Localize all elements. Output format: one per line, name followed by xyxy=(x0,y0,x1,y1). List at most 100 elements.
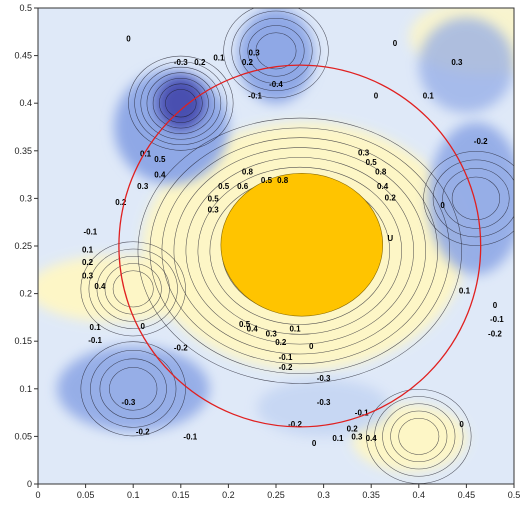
isoline-1-6 xyxy=(158,83,203,123)
contour-label: -0.1 xyxy=(83,228,97,237)
y-tick-label: 0.4 xyxy=(19,98,32,108)
contour-label: 0.3 xyxy=(266,329,278,338)
field-blob-8 xyxy=(256,379,391,437)
contour-label: 0.4 xyxy=(377,182,389,191)
contour-label: 0.3 xyxy=(351,432,363,441)
contour-label: -0.2 xyxy=(136,427,150,436)
contour-label: 0.2 xyxy=(242,58,254,67)
contour-label: 0.5 xyxy=(154,155,166,164)
contour-label: 0.1 xyxy=(289,325,301,334)
contour-label: 0.8 xyxy=(375,168,387,177)
contour-label: 0.5 xyxy=(218,182,230,191)
y-tick-label: 0.1 xyxy=(19,384,32,394)
isoline-4-3 xyxy=(382,403,456,470)
contour-label: 0 xyxy=(440,201,445,210)
contour-label: 0.1 xyxy=(459,287,471,296)
isoline-2-1 xyxy=(223,8,329,99)
contour-label: -0.2 xyxy=(288,420,302,429)
isoline-4-4 xyxy=(390,410,448,463)
field-blob-6 xyxy=(57,345,210,432)
x-tick-label: 0.25 xyxy=(267,490,285,500)
contour-label: 0.8 xyxy=(277,176,289,185)
contour-label: 0.2 xyxy=(82,258,94,267)
contour-label: -0.3 xyxy=(174,58,188,67)
contour-label: 0.5 xyxy=(239,320,251,329)
isoline-6-1 xyxy=(423,151,514,246)
contour-lines xyxy=(80,8,514,484)
isoline-3-4 xyxy=(104,263,162,315)
y-tick-label: 0.15 xyxy=(14,336,32,346)
y-tick-label: 0.25 xyxy=(14,241,32,251)
x-tick-label: 0 xyxy=(35,490,40,500)
contour-label: U xyxy=(387,234,393,243)
isoline-6-2 xyxy=(432,159,514,238)
contour-label: 0 xyxy=(126,34,131,43)
isoline-3-1 xyxy=(80,241,186,337)
contour-label: -0.4 xyxy=(269,80,283,89)
isoline-1-5 xyxy=(152,77,209,129)
y-axis: 0 0.05 0.1 0.15 0.2 0.25 0.3 0.35 0.4 0.45 0.5 xyxy=(14,3,38,489)
isoline-4-5 xyxy=(398,418,440,455)
isoline-1-3 xyxy=(140,66,222,140)
contour-label: -0.2 xyxy=(279,363,293,372)
isoline-6-4 xyxy=(451,176,500,221)
isoline-5-1 xyxy=(80,341,186,437)
contour-label: 0 xyxy=(309,342,314,351)
contour-label: 0.3 xyxy=(137,182,149,191)
contour-label: 0.4 xyxy=(366,434,378,443)
contour-label: 0 xyxy=(459,420,464,429)
contour-label: -0.1 xyxy=(183,432,197,441)
contour-label: 0.1 xyxy=(90,323,102,332)
contour-label: 0 xyxy=(493,301,498,310)
x-tick-label: 0.15 xyxy=(172,490,190,500)
isoline-5-2 xyxy=(90,349,177,428)
isoline-1-7 xyxy=(165,89,197,118)
x-tick-label: 0.2 xyxy=(222,490,235,500)
contour-label: -0.1 xyxy=(355,408,369,417)
contour-label: 0.3 xyxy=(451,58,463,67)
x-tick-label: 0.3 xyxy=(317,490,330,500)
isoline-4-2 xyxy=(374,396,464,477)
field-blob-9 xyxy=(418,17,514,113)
contour-label: 0.4 xyxy=(247,325,259,334)
contour-label: 0.2 xyxy=(275,338,287,347)
contour-label: 0 xyxy=(374,91,379,100)
isoline-2-5 xyxy=(255,32,297,70)
contour-label: 0.5 xyxy=(208,194,220,203)
contour-label: 0.1 xyxy=(423,91,435,100)
contour-label: 0 xyxy=(393,39,398,48)
contour-label: -0.2 xyxy=(474,137,488,146)
contour-label: -0.3 xyxy=(122,398,136,407)
isoline-2-2 xyxy=(231,10,321,91)
x-tick-label: 0.05 xyxy=(77,490,95,500)
isoline-0-6 xyxy=(197,166,402,335)
contour-label: -0.3 xyxy=(317,398,331,407)
contour-label: 0.3 xyxy=(208,206,220,215)
contour-label: 0.1 xyxy=(82,246,94,255)
contour-label: -0.1 xyxy=(248,91,262,100)
contour-label: -0.1 xyxy=(490,315,504,324)
isoline-1-2 xyxy=(134,61,228,146)
contour-label: 0.2 xyxy=(115,198,127,207)
contour-label: -0.1 xyxy=(88,336,102,345)
y-tick-label: 0.3 xyxy=(19,193,32,203)
positive-core xyxy=(220,173,384,317)
contour-label: 0.5 xyxy=(366,158,378,167)
isoline-0-4 xyxy=(173,147,426,355)
y-tick-label: 0.2 xyxy=(19,289,32,299)
isoline-2-3 xyxy=(239,17,313,84)
isoline-3-2 xyxy=(88,248,178,329)
contour-label: 0 xyxy=(312,439,317,448)
contour-label: 0.8 xyxy=(242,168,254,177)
contour-label: 0.5 xyxy=(261,176,273,185)
trough-core xyxy=(157,76,205,130)
contour-label: -0.2 xyxy=(174,344,188,353)
y-tick-label: 0.5 xyxy=(19,3,32,13)
isoline-0-2 xyxy=(149,127,450,374)
contour-label: 0.2 xyxy=(194,58,206,67)
contour-label: 0.2 xyxy=(347,425,359,434)
contour-label: -0.1 xyxy=(279,353,293,362)
y-tick-label: 0.05 xyxy=(14,431,32,441)
isoline-2-4 xyxy=(247,25,305,77)
